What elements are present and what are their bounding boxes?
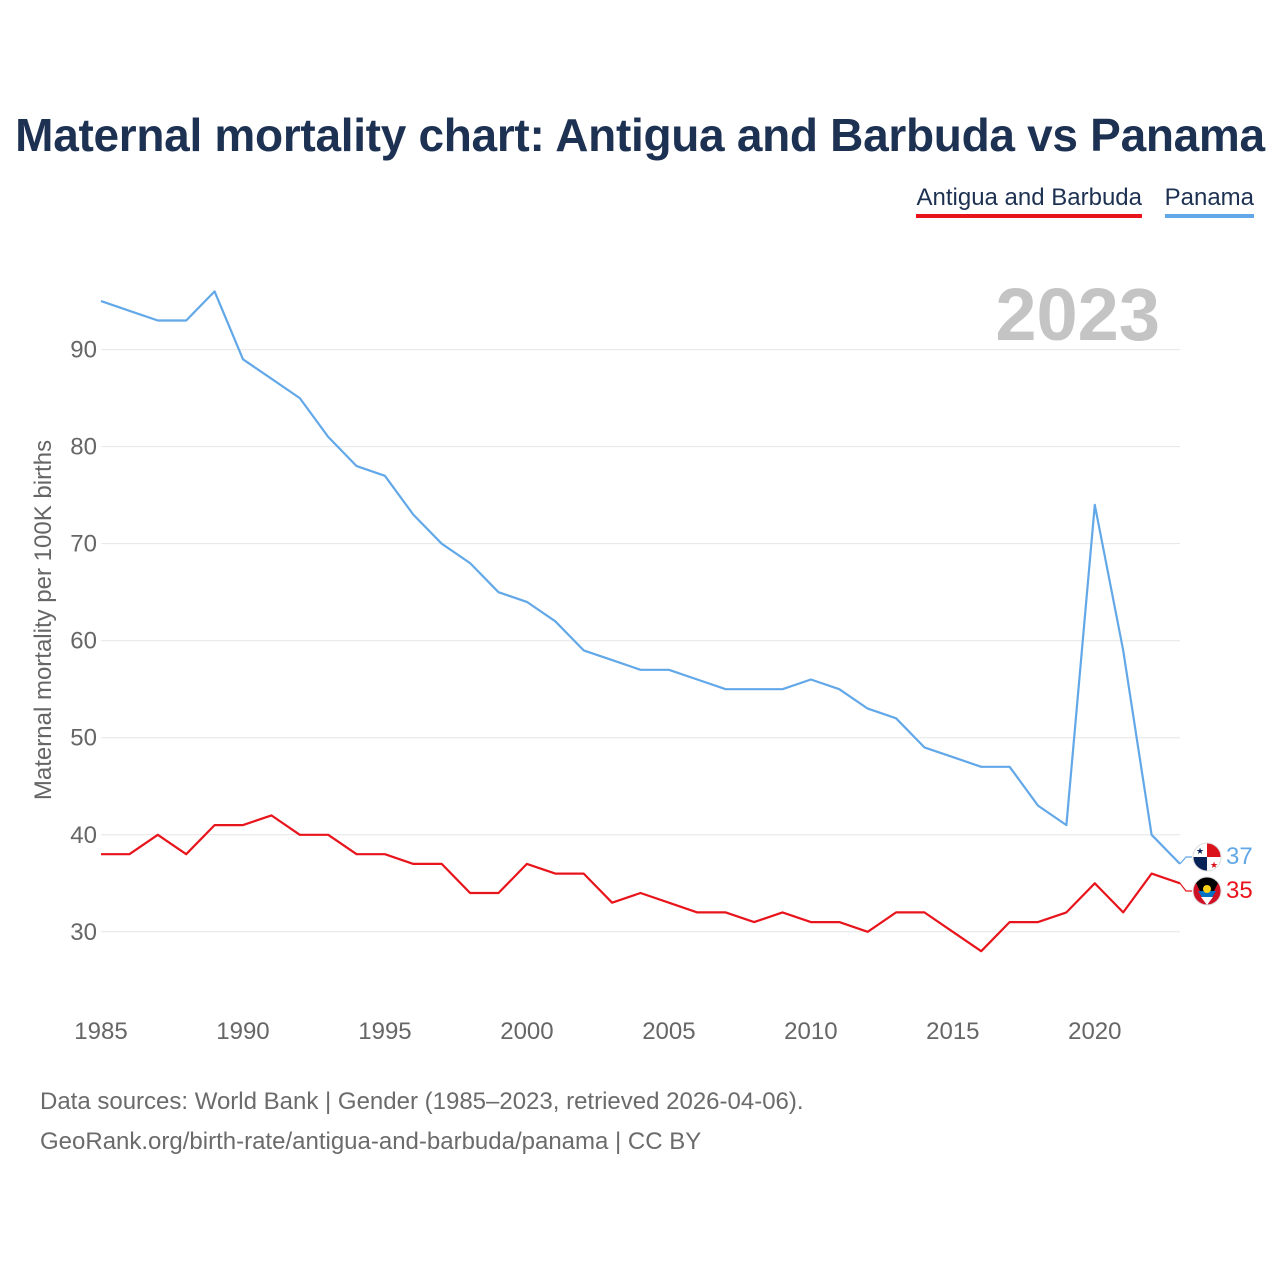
x-tick-label: 1985 bbox=[74, 1018, 127, 1045]
legend-item-panama[interactable]: Panama bbox=[1164, 184, 1254, 218]
antigua-flag-icon bbox=[1192, 876, 1222, 906]
data-source-note: Data sources: World Bank | Gender (1985–… bbox=[40, 1088, 804, 1115]
attribution-link[interactable]: GeoRank.org/birth-rate/antigua-and-barbu… bbox=[40, 1128, 702, 1155]
series-line-antigua-and-barbuda bbox=[101, 814, 1181, 953]
chart-title: Maternal mortality chart: Antigua and Ba… bbox=[15, 109, 1265, 161]
end-value-label: 37 bbox=[1226, 843, 1253, 870]
y-tick-label: 90 bbox=[70, 337, 97, 364]
series-line-panama bbox=[100, 290, 1181, 865]
svg-text:★: ★ bbox=[1196, 846, 1204, 856]
x-axis-ticks: 1985 1990 1995 2000 2005 2010 2015 2020 bbox=[74, 1018, 1121, 1045]
y-tick-label: 30 bbox=[70, 919, 97, 946]
series-lines bbox=[100, 290, 1181, 953]
gridlines bbox=[101, 349, 1180, 933]
x-tick-label: 2010 bbox=[784, 1018, 837, 1045]
x-tick-label: 2000 bbox=[500, 1018, 553, 1045]
svg-text:★: ★ bbox=[1210, 860, 1218, 870]
x-tick-label: 2015 bbox=[926, 1018, 979, 1045]
end-label-connector bbox=[1179, 856, 1192, 865]
x-tick-label: 1990 bbox=[216, 1018, 269, 1045]
y-tick-label: 60 bbox=[70, 628, 97, 655]
year-watermark: 2023 bbox=[995, 273, 1160, 356]
y-tick-label: 80 bbox=[70, 434, 97, 461]
panama-flag-icon: ★ ★ bbox=[1192, 842, 1222, 872]
y-tick-label: 40 bbox=[70, 822, 97, 849]
legend-item-antigua-and-barbuda[interactable]: Antigua and Barbuda bbox=[916, 184, 1142, 218]
x-tick-label: 2005 bbox=[642, 1018, 695, 1045]
y-tick-label: 70 bbox=[70, 531, 97, 558]
y-axis-label: Maternal mortality per 100K births bbox=[30, 440, 57, 800]
y-axis-ticks: 30 40 50 60 70 80 90 bbox=[70, 337, 97, 946]
end-label-connector bbox=[1179, 882, 1192, 892]
end-labels: ★ ★ 35 37 bbox=[1179, 842, 1253, 906]
x-tick-label: 1995 bbox=[358, 1018, 411, 1045]
y-tick-label: 50 bbox=[70, 725, 97, 752]
x-tick-label: 2020 bbox=[1068, 1018, 1121, 1045]
end-value-label: 35 bbox=[1226, 877, 1253, 904]
